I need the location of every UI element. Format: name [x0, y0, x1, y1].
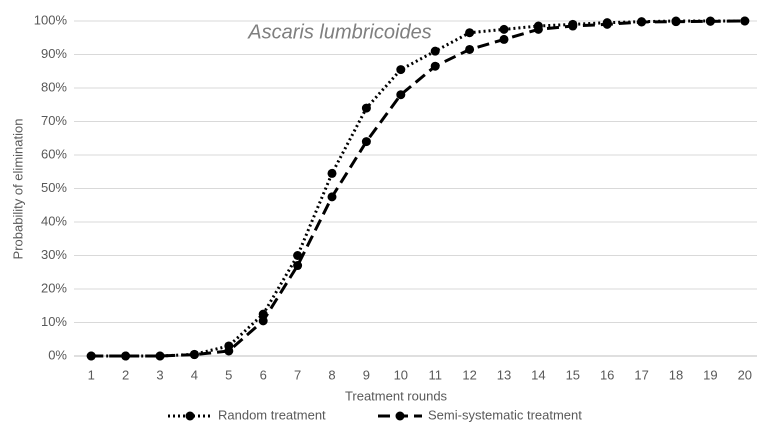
data-point	[121, 351, 131, 361]
data-point	[327, 168, 337, 178]
data-point	[465, 44, 475, 54]
x-tick-label: 16	[600, 367, 614, 382]
data-point	[533, 24, 543, 34]
y-tick-label: 70%	[41, 113, 67, 128]
chart-title: Ascaris lumbricoides	[247, 21, 431, 43]
x-tick-label: 8	[328, 367, 335, 382]
x-tick-label: 4	[191, 367, 198, 382]
x-tick-label: 17	[634, 367, 648, 382]
y-tick-label: 0%	[48, 347, 67, 362]
x-tick-label: 1	[88, 367, 95, 382]
x-tick-label: 14	[531, 367, 545, 382]
y-tick-label: 40%	[41, 213, 67, 228]
y-tick-label: 20%	[41, 280, 67, 295]
y-tick-label: 80%	[41, 79, 67, 94]
data-point	[361, 137, 371, 147]
series-line	[91, 19, 745, 358]
y-tick-label: 10%	[41, 314, 67, 329]
data-point	[568, 21, 578, 31]
x-tick-label: 11	[428, 367, 442, 382]
data-point	[224, 346, 234, 356]
x-tick-label: 20	[738, 367, 752, 382]
legend-marker	[185, 411, 195, 421]
y-tick-label: 50%	[41, 180, 67, 195]
x-tick-label: 3	[156, 367, 163, 382]
y-tick-label: 100%	[34, 12, 68, 27]
data-point	[705, 16, 715, 26]
x-tick-label: 13	[497, 367, 511, 382]
x-tick-label: 10	[394, 367, 408, 382]
legend-label: Semi-systematic treatment	[428, 407, 582, 422]
y-tick-label: 30%	[41, 247, 67, 262]
x-tick-label: 6	[260, 367, 267, 382]
x-tick-label: 5	[225, 367, 232, 382]
data-point	[189, 350, 199, 360]
data-point	[602, 19, 612, 29]
data-point	[637, 17, 647, 27]
data-point	[86, 351, 96, 361]
data-point	[361, 103, 371, 113]
legend-label: Random treatment	[218, 407, 326, 422]
x-axis-label: Treatment rounds	[345, 388, 448, 403]
x-tick-label: 7	[294, 367, 301, 382]
data-point	[430, 61, 440, 71]
x-tick-label: 12	[462, 367, 476, 382]
y-tick-label: 60%	[41, 146, 67, 161]
data-point	[499, 34, 509, 44]
data-point	[327, 192, 337, 202]
y-tick-label: 90%	[41, 46, 67, 61]
x-tick-label: 2	[122, 367, 129, 382]
x-tick-label: 9	[363, 367, 370, 382]
y-axis-label: Probability of elimination	[10, 119, 25, 260]
data-point	[396, 90, 406, 100]
data-point	[430, 46, 440, 56]
data-point	[671, 17, 681, 27]
x-tick-label: 15	[566, 367, 580, 382]
data-point	[499, 24, 509, 34]
legend-marker	[395, 411, 405, 421]
data-point	[293, 261, 303, 271]
data-point	[396, 65, 406, 75]
x-tick-label: 19	[703, 367, 717, 382]
data-point	[465, 28, 475, 38]
data-point	[740, 16, 750, 26]
x-tick-label: 18	[669, 367, 683, 382]
data-point	[155, 351, 165, 361]
data-point	[258, 316, 268, 326]
